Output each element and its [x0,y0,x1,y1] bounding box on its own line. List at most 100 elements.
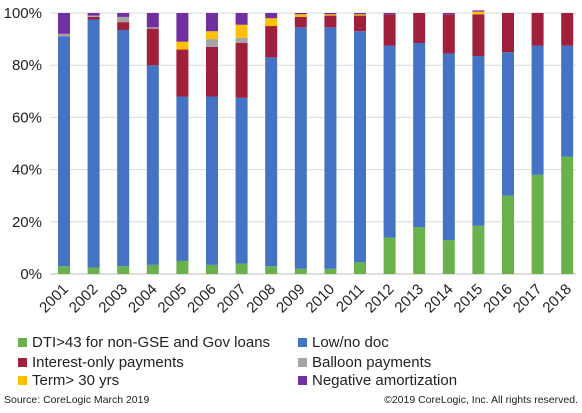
bar-segment-low-no-doc-2001 [58,36,70,267]
bar-segment-balloon-payments-2002 [87,15,100,17]
bar-segment-interest-only-payments-2013 [413,13,426,44]
y-tick-label: 80% [12,57,42,74]
bar-segment-balloon-payments-2001 [58,33,70,37]
bar-segment-negative-amortization-2011 [354,13,366,15]
x-tick-label: 2018 [539,281,575,317]
bar-segment-balloon-payments-2006 [206,39,218,47]
bar-segment-dti-43-for-non-gse-and-gov-loans-2004 [146,264,159,274]
bar-segment-low-no-doc-2017 [531,45,544,175]
bar-segment-dti-43-for-non-gse-and-gov-loans-2013 [413,227,426,274]
y-tick-label: 0% [20,266,42,283]
bar-segment-negative-amortization-2014 [442,13,455,15]
bar-segment-interest-only-payments-2002 [87,16,100,20]
legend-item: Low/no doc [298,334,389,351]
legend-item: Interest-only payments [18,354,184,371]
bar-segment-negative-amortization-2009 [294,13,307,15]
legend-label: Balloon payments [312,354,431,371]
bar-segment-balloon-payments-2003 [117,16,130,23]
legend: DTI>43 for non-GSE and Gov loans Low/no d… [18,334,457,389]
bar-segment-low-no-doc-2016 [502,52,514,196]
bar-segment-low-no-doc-2013 [413,43,426,228]
bar-segment-negative-amortization-2015 [472,10,485,12]
bar-segment-dti-43-for-non-gse-and-gov-loans-2006 [206,264,218,274]
bar-segment-interest-only-payments-2003 [117,22,130,30]
x-tick-label: 2009 [273,281,309,317]
bar-segment-dti-43-for-non-gse-and-gov-loans-2012 [383,237,396,274]
bar-segment-term-30-yrs-2009 [294,14,307,17]
bar-segment-negative-amortization-2003 [117,13,130,17]
bar-segment-dti-43-for-non-gse-and-gov-loans-2010 [324,268,337,274]
legend-item: Term> 30 yrs [18,372,119,389]
x-tick-label: 2006 [184,281,220,317]
bar-segment-dti-43-for-non-gse-and-gov-loans-2018 [561,156,574,274]
x-tick-label: 2002 [66,281,102,317]
bar-segment-dti-43-for-non-gse-and-gov-loans-2002 [87,267,100,274]
bar-segment-dti-43-for-non-gse-and-gov-loans-2009 [294,268,307,274]
bar-segment-dti-43-for-non-gse-and-gov-loans-2007 [235,263,248,274]
x-tick-label: 2015 [451,281,487,317]
x-tick-label: 2007 [214,281,250,317]
y-tick-label: 20% [12,214,42,231]
gridlines [50,12,576,275]
bar-segment-low-no-doc-2012 [383,45,396,238]
x-tick-label: 2004 [125,281,161,317]
bar-segment-term-30-yrs-2006 [206,31,218,40]
bar-segment-low-no-doc-2010 [324,27,337,269]
bar-segment-negative-amortization-2008 [265,13,278,19]
bar-segment-negative-amortization-2001 [58,13,70,34]
bar-segment-interest-only-payments-2008 [265,26,278,58]
bar-segment-low-no-doc-2002 [87,19,100,268]
x-tick-label: 2014 [421,281,457,317]
x-tick-label: 2001 [36,281,72,317]
bar-segment-interest-only-payments-2015 [472,14,485,57]
x-tick-label: 2012 [362,281,398,317]
x-tick-label: 2005 [155,281,191,317]
bar-segment-term-30-yrs-2010 [324,14,337,16]
legend-swatch [298,358,307,367]
bar-segment-low-no-doc-2007 [235,97,248,264]
bar-segment-low-no-doc-2008 [265,57,278,267]
legend-label: Interest-only payments [32,354,184,371]
bar-segment-balloon-payments-2004 [146,27,159,29]
bar-segment-low-no-doc-2014 [442,53,455,241]
bar-segment-interest-only-payments-2007 [235,43,248,98]
bar-segment-dti-43-for-non-gse-and-gov-loans-2014 [442,240,455,274]
legend-label: Negative amortization [312,372,457,389]
bar-segment-term-30-yrs-2005 [176,41,189,50]
bar-segment-balloon-payments-2007 [235,37,248,44]
bar-segment-low-no-doc-2003 [117,29,130,267]
bar-segment-interest-only-payments-2010 [324,15,337,28]
legend-item: Negative amortization [298,372,457,389]
bar-segment-interest-only-payments-2014 [442,14,455,54]
bar-segment-low-no-doc-2009 [294,27,307,269]
bar-segment-low-no-doc-2005 [176,96,189,261]
bar-segment-interest-only-payments-2018 [561,13,574,46]
bar-segment-interest-only-payments-2012 [383,14,396,46]
bar-segment-dti-43-for-non-gse-and-gov-loans-2005 [176,260,189,274]
source-note: Source: CoreLogic March 2019 [4,394,149,406]
bar-segment-interest-only-payments-2016 [502,13,514,53]
legend-label: DTI>43 for non-GSE and Gov loans [32,334,270,351]
bar-segment-dti-43-for-non-gse-and-gov-loans-2015 [472,225,485,274]
bar-segment-negative-amortization-2002 [87,13,100,16]
legend-swatch [298,338,307,347]
x-tick-label: 2010 [303,281,339,317]
bar-segment-dti-43-for-non-gse-and-gov-loans-2001 [58,266,70,274]
bar-segment-dti-43-for-non-gse-and-gov-loans-2016 [502,195,514,274]
bar-segment-low-no-doc-2018 [561,45,574,157]
legend-swatch [18,358,27,367]
bar-segment-dti-43-for-non-gse-and-gov-loans-2011 [354,262,366,274]
legend-swatch [18,376,27,385]
legend-swatch [298,376,307,385]
legend-swatch [18,338,27,347]
legend-label: Low/no doc [312,334,389,351]
bar-segment-negative-amortization-2010 [324,13,337,15]
bar-segment-interest-only-payments-2009 [294,16,307,28]
x-tick-label: 2017 [510,281,546,317]
bar-segment-term-30-yrs-2015 [472,11,485,15]
y-axis-tick-labels: 0% 20% 40% 60% 80% 100% [4,5,42,283]
y-tick-label: 100% [4,5,42,22]
bar-segment-negative-amortization-2012 [383,13,396,15]
bar-segment-dti-43-for-non-gse-and-gov-loans-2008 [265,266,278,274]
